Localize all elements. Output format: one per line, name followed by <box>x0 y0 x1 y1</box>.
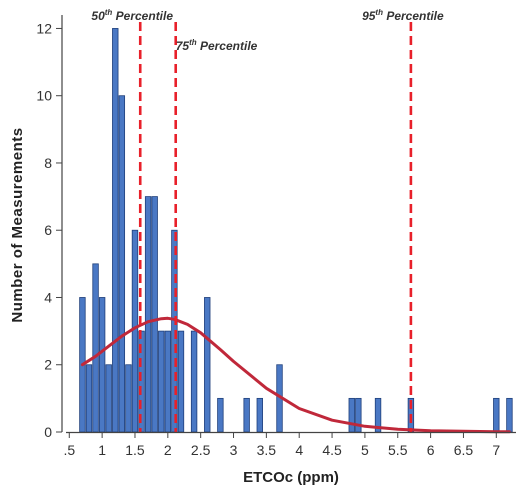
y-tick-label: 10 <box>36 88 52 104</box>
histogram-bar <box>118 95 126 433</box>
histogram-bar <box>112 28 119 433</box>
percentile-label-50: 50th Percentile <box>91 8 173 23</box>
histogram-bar <box>243 397 250 433</box>
histogram-bar <box>164 330 172 433</box>
percentile-lines <box>138 22 413 432</box>
histogram-bar <box>506 397 513 433</box>
x-tick-label: 1 <box>98 442 106 458</box>
x-axis-ticks: .5 1 1.5 2 2.5 3 3.5 4 4.5 5 5.5 6 6.5 7 <box>63 432 500 458</box>
axes <box>61 15 516 434</box>
histogram-bar <box>217 397 224 433</box>
x-tick-label: 2.5 <box>191 442 211 458</box>
histogram-bar <box>131 229 139 433</box>
histogram-bar <box>348 397 355 433</box>
y-tick-label: 6 <box>44 222 52 238</box>
histogram-bar <box>256 397 263 433</box>
histogram-bar <box>158 330 165 433</box>
x-tick-label: .5 <box>63 442 75 458</box>
histogram-bar <box>190 330 198 433</box>
histogram-bar <box>105 364 112 433</box>
histogram-bar <box>85 364 93 433</box>
fit-curve-group <box>80 316 511 434</box>
histogram-bar <box>493 397 500 433</box>
x-tick-label: 7 <box>492 442 500 458</box>
x-tick-label: 5.5 <box>388 442 408 458</box>
histogram-bars <box>79 28 513 433</box>
y-tick-label: 4 <box>44 289 52 305</box>
y-tick-label: 8 <box>44 155 52 171</box>
y-tick-label: 0 <box>44 424 52 440</box>
x-tick-label: 4.5 <box>322 442 342 458</box>
y-axis-title: Number of Measurements <box>9 127 26 322</box>
y-tick-label: 12 <box>36 20 52 36</box>
x-tick-label: 2 <box>164 442 172 458</box>
x-tick-label: 3.5 <box>257 442 277 458</box>
histogram-bar <box>125 364 132 433</box>
histogram-bar <box>98 297 106 433</box>
x-tick-label: 4 <box>295 442 303 458</box>
histogram-bar <box>144 196 152 433</box>
x-tick-label: 1.5 <box>125 442 145 458</box>
histogram-bar <box>204 297 211 433</box>
x-tick-label: 3 <box>230 442 238 458</box>
percentile-label-75: 75th Percentile <box>176 38 258 53</box>
x-tick-label: 6.5 <box>454 442 474 458</box>
x-tick-label: 5 <box>361 442 369 458</box>
histogram-bar <box>151 196 158 433</box>
x-axis-title: ETCOc (ppm) <box>243 469 339 486</box>
x-tick-label: 6 <box>427 442 435 458</box>
y-tick-label: 2 <box>44 357 52 373</box>
y-axis-ticks: 0 2 4 6 8 10 12 <box>36 20 62 440</box>
histogram-bar <box>177 330 185 433</box>
histogram-bar <box>92 263 99 433</box>
lognormal-fit-curve <box>80 316 511 434</box>
percentile-label-95: 95th Percentile <box>362 8 444 23</box>
